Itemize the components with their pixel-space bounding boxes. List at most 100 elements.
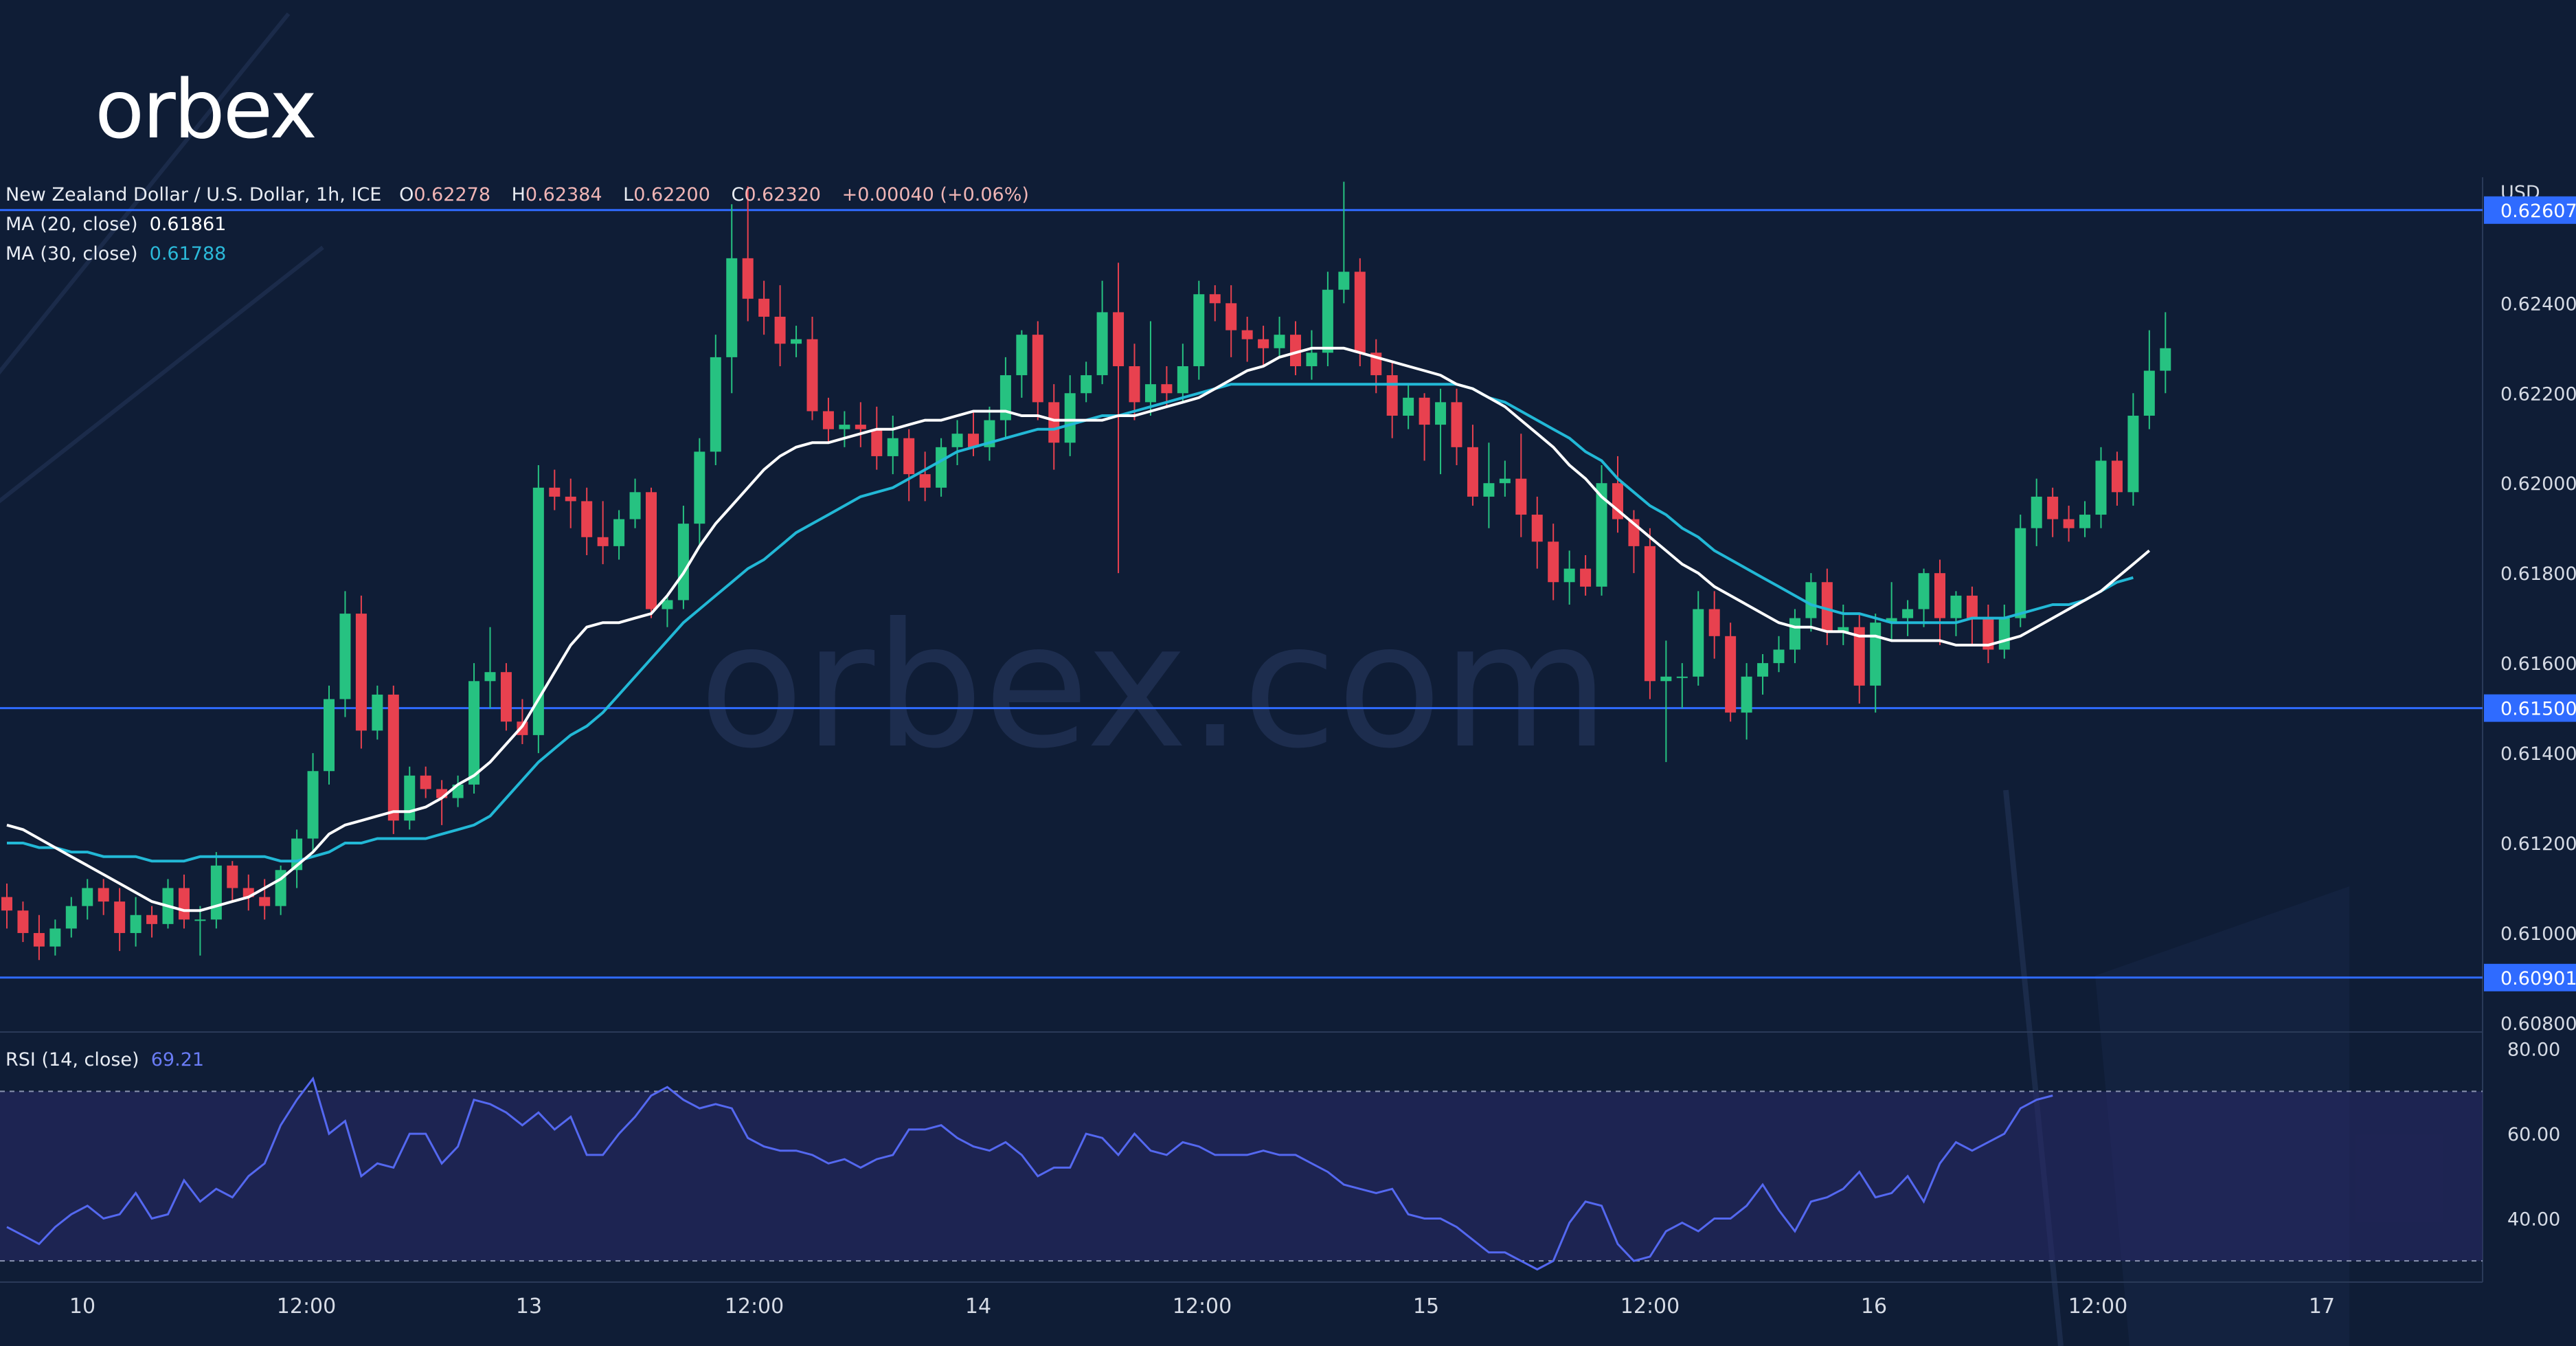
time-tick-label: 12:00 bbox=[277, 1294, 336, 1319]
candle-body bbox=[984, 420, 995, 447]
candle-body bbox=[227, 865, 238, 888]
candle-body bbox=[919, 474, 931, 488]
candle-body bbox=[1757, 663, 1769, 677]
candle-body bbox=[999, 375, 1011, 420]
candle-body bbox=[484, 672, 496, 682]
candle-body bbox=[2143, 370, 2155, 416]
candle-body bbox=[1644, 546, 1656, 682]
price-tick-label: 0.61800 bbox=[2500, 563, 2576, 585]
candle-body bbox=[677, 524, 689, 601]
rsi-legend[interactable]: RSI (14, close) 69.21 bbox=[5, 1049, 205, 1070]
ohlc-low: 0.62200 bbox=[633, 184, 710, 205]
ma30-line bbox=[7, 383, 2134, 863]
candle-body bbox=[1435, 402, 1447, 425]
price-tick-label: 0.62200 bbox=[2500, 383, 2576, 405]
candle-body bbox=[629, 492, 641, 519]
candle-body bbox=[259, 897, 271, 906]
candle-body bbox=[1113, 312, 1125, 366]
candle-body bbox=[1950, 595, 1962, 618]
candle-body bbox=[1789, 618, 1800, 650]
candle-body bbox=[1451, 402, 1462, 447]
candle-body bbox=[1016, 335, 1028, 376]
candle-body bbox=[1032, 335, 1043, 403]
candle-body bbox=[1419, 397, 1430, 425]
rsi-band bbox=[0, 1091, 2483, 1261]
candle-body bbox=[1290, 335, 1301, 366]
time-tick-label: 16 bbox=[1861, 1294, 1887, 1319]
candle-body bbox=[758, 298, 770, 317]
candle-body bbox=[1515, 478, 1527, 515]
candle-body bbox=[1048, 402, 1060, 443]
candle-body bbox=[2095, 460, 2107, 515]
candle-body bbox=[98, 888, 109, 902]
candle-body bbox=[1144, 384, 1156, 403]
candle-body bbox=[1886, 618, 1897, 623]
candle-body bbox=[339, 614, 351, 699]
candle-body bbox=[791, 339, 802, 344]
candle-body bbox=[1708, 609, 1720, 636]
candle-body bbox=[468, 681, 480, 785]
candle-body bbox=[1693, 609, 1704, 677]
candle-body bbox=[1, 897, 12, 911]
candle-body bbox=[581, 501, 593, 537]
level-price-label: 0.61500 bbox=[2500, 699, 2576, 720]
candle-body bbox=[1499, 478, 1511, 484]
candle-body bbox=[694, 451, 705, 524]
ohlc-change: +0.00040 (+0.06%) bbox=[841, 184, 1029, 205]
candle-body bbox=[17, 910, 29, 933]
candle-body bbox=[1096, 312, 1108, 376]
price-tick-label: 0.62000 bbox=[2500, 473, 2576, 495]
level-price-label: 0.60901 bbox=[2500, 968, 2576, 989]
ma20-legend[interactable]: MA (20, close) 0.61861 bbox=[5, 214, 227, 235]
candle-body bbox=[2031, 496, 2042, 528]
candle-body bbox=[1386, 375, 1398, 416]
ma30-legend[interactable]: MA (30, close) 0.61788 bbox=[5, 243, 227, 265]
candle-body bbox=[1805, 582, 1817, 618]
candle-body bbox=[1998, 618, 2010, 650]
ohlc-high: 0.62384 bbox=[525, 184, 602, 205]
candle-body bbox=[871, 429, 883, 456]
candle-body bbox=[532, 487, 544, 735]
price-tick-label: 0.61600 bbox=[2500, 653, 2576, 675]
candle-body bbox=[420, 775, 431, 789]
candle-body bbox=[597, 537, 609, 546]
candle-body bbox=[307, 771, 319, 839]
candle-body bbox=[2160, 348, 2171, 371]
orbex-logo: orbex bbox=[95, 62, 317, 157]
candle-body bbox=[822, 411, 834, 429]
candle-body bbox=[1596, 483, 1607, 587]
ma30-value: 0.61788 bbox=[149, 243, 227, 265]
candle-body bbox=[324, 699, 335, 772]
candle-body bbox=[1934, 573, 1945, 618]
candle-body bbox=[887, 438, 899, 456]
level-price-label: 0.62607 bbox=[2500, 201, 2576, 222]
candle-body bbox=[1612, 483, 1623, 519]
candle-body bbox=[968, 434, 979, 447]
level-price-tag bbox=[2484, 963, 2576, 991]
candle-body bbox=[1193, 294, 1205, 366]
candle-body bbox=[1531, 515, 1543, 542]
candle-body bbox=[1838, 627, 1849, 632]
candle-body bbox=[65, 906, 77, 929]
time-tick-label: 12:00 bbox=[1620, 1294, 1680, 1319]
time-tick-label: 12:00 bbox=[2068, 1294, 2127, 1319]
candle-body bbox=[1161, 384, 1173, 394]
candle-body bbox=[517, 721, 528, 735]
candle-body bbox=[1258, 339, 1269, 348]
candle-body bbox=[1209, 294, 1221, 304]
candle-body bbox=[178, 888, 190, 920]
candle-body bbox=[646, 492, 657, 609]
ohlc-open: 0.62278 bbox=[414, 184, 491, 205]
candle-body bbox=[1918, 573, 1930, 609]
candle-body bbox=[2127, 416, 2139, 493]
candle-body bbox=[1821, 582, 1833, 632]
candle-body bbox=[613, 519, 625, 546]
candle-body bbox=[2111, 460, 2123, 493]
candle-body bbox=[1354, 271, 1366, 353]
candle-body bbox=[1548, 541, 1559, 583]
price-tick-label: 0.60800 bbox=[2500, 1013, 2576, 1035]
candle-body bbox=[726, 258, 738, 357]
symbol-legend: New Zealand Dollar / U.S. Dollar, 1h, IC… bbox=[5, 184, 1029, 205]
rsi-tick-label: 40.00 bbox=[2507, 1209, 2560, 1230]
